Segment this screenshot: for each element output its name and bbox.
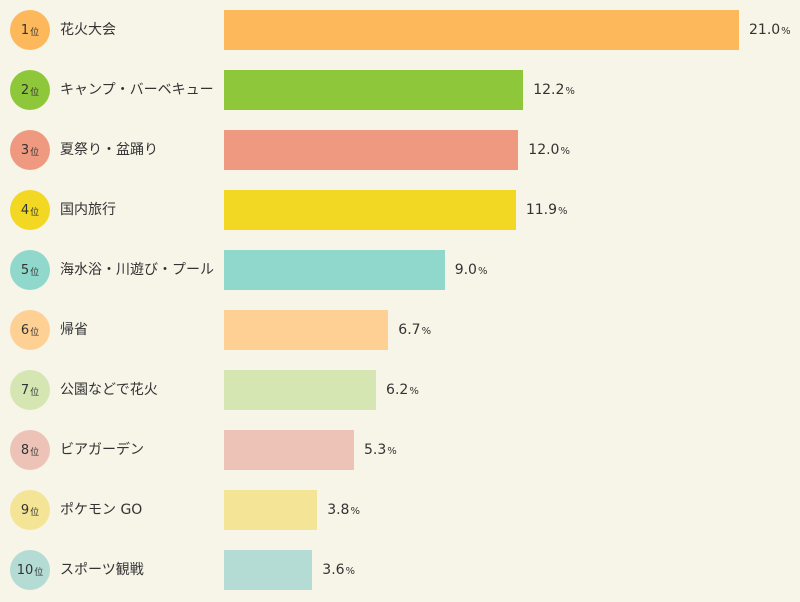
- rank-number: 8: [20, 442, 30, 458]
- bar: [224, 130, 519, 170]
- rank-number: 9: [20, 502, 30, 518]
- bar: [224, 490, 318, 530]
- value-unit: %: [560, 146, 570, 157]
- chart-row: 9 位ポケモン GO 3.8%: [0, 480, 800, 540]
- value-label: 9.0%: [455, 240, 488, 300]
- rank-number: 4: [20, 202, 30, 218]
- chart-row: 10 位スポーツ観戦 3.6%: [0, 540, 800, 600]
- chart-row: 7 位公園などで花火 6.2%: [0, 360, 800, 420]
- bar: [224, 310, 389, 350]
- category-label: 国内旅行: [60, 202, 116, 218]
- rank-number: 7: [20, 382, 30, 398]
- value-label: 11.9%: [526, 180, 568, 240]
- value-number: 9.0: [454, 262, 477, 278]
- value-number: 12.0: [528, 142, 560, 158]
- rank-suffix: 位: [30, 268, 40, 278]
- rank-suffix: 位: [34, 568, 44, 578]
- category-label: 帰省: [60, 322, 88, 338]
- rank-number: 5: [20, 262, 30, 278]
- rank-number: 1: [20, 22, 30, 38]
- bar: [224, 370, 377, 410]
- value-number: 5.3: [363, 442, 387, 458]
- category-label: ポケモン GO: [60, 502, 143, 518]
- value-label: 12.0%: [528, 120, 570, 180]
- value-label: 21.0%: [749, 0, 791, 60]
- rank-suffix: 位: [30, 208, 40, 218]
- rank-number: 6: [20, 322, 30, 338]
- category-label: 海水浴・川遊び・プール: [60, 262, 214, 278]
- rank-suffix: 位: [30, 448, 40, 458]
- value-label: 12.2%: [533, 60, 575, 120]
- bar: [224, 250, 445, 290]
- bar: [224, 190, 516, 230]
- value-number: 6.7: [398, 322, 421, 338]
- chart-row: 1 位花火大会 21.0%: [0, 0, 800, 60]
- rank-suffix: 位: [30, 148, 40, 158]
- bar: [224, 430, 354, 470]
- rank-number: 3: [20, 142, 30, 158]
- value-number: 12.2: [533, 82, 565, 98]
- bar: [224, 70, 524, 110]
- value-unit: %: [387, 446, 397, 457]
- value-number: 3.8: [327, 502, 350, 518]
- value-unit: %: [477, 266, 488, 277]
- value-number: 6.2: [386, 382, 409, 398]
- value-unit: %: [565, 86, 575, 97]
- category-label: スポーツ観戦: [60, 562, 144, 578]
- rank-badge: 10 位: [10, 550, 50, 590]
- rank-suffix: 位: [30, 328, 40, 338]
- value-label: 6.2%: [386, 360, 419, 420]
- value-number: 21.0: [749, 22, 781, 38]
- value-number: 11.9: [525, 202, 557, 218]
- rank-number: 2: [20, 82, 30, 98]
- category-label: キャンプ・バーベキュー: [60, 82, 214, 98]
- rank-number: 10: [16, 562, 34, 578]
- category-label: 公園などで花火: [60, 382, 158, 398]
- category-label: 花火大会: [60, 22, 116, 38]
- rank-suffix: 位: [30, 388, 40, 398]
- value-unit: %: [558, 206, 568, 217]
- value-unit: %: [345, 566, 356, 577]
- bar: [224, 550, 313, 590]
- bar: [224, 10, 739, 50]
- value-unit: %: [409, 386, 419, 397]
- chart-row: 8 位ビアガーデン 5.3%: [0, 420, 800, 480]
- value-unit: %: [421, 326, 432, 337]
- value-label: 6.7%: [398, 300, 431, 360]
- chart-row: 6 位帰省 6.7%: [0, 300, 800, 360]
- category-label: 夏祭り・盆踊り: [60, 142, 158, 158]
- rank-suffix: 位: [30, 88, 40, 98]
- rank-suffix: 位: [30, 508, 40, 518]
- chart-row: 4 位国内旅行 11.9%: [0, 180, 800, 240]
- chart-row: 2 位キャンプ・バーベキュー 12.2%: [0, 60, 800, 120]
- chart-row: 3 位夏祭り・盆踊り 12.0%: [0, 120, 800, 180]
- category-label: ビアガーデン: [60, 442, 144, 458]
- value-label: 5.3%: [364, 420, 397, 480]
- value-label: 3.6%: [322, 540, 355, 600]
- chart-row: 5 位海水浴・川遊び・プール 9.0%: [0, 240, 800, 300]
- rank-suffix: 位: [30, 28, 40, 38]
- value-label: 3.8%: [327, 480, 360, 540]
- value-number: 3.6: [322, 562, 345, 578]
- value-unit: %: [781, 26, 791, 37]
- value-unit: %: [350, 506, 360, 517]
